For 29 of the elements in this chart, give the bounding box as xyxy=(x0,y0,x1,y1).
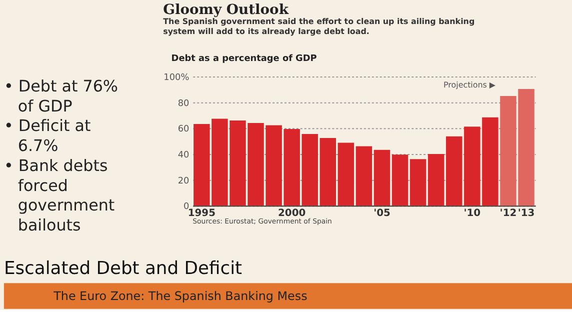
bar xyxy=(338,142,354,206)
y-tick-label: 20 xyxy=(178,176,190,186)
y-tick-label: 100% xyxy=(164,73,190,84)
y-tick-label: 0 xyxy=(183,202,190,212)
chart-title: Gloomy Outlook xyxy=(163,2,289,18)
x-tick-label: 1995 xyxy=(188,208,216,220)
text: • Debt at 76% of GDP xyxy=(4,76,118,116)
text: The Euro Zone: The Spanish Banking Mess xyxy=(52,288,308,303)
annotation: Projections ▶ xyxy=(444,80,496,90)
bar xyxy=(446,136,462,206)
bar xyxy=(428,154,444,206)
x-tick-label: '12 xyxy=(500,208,517,220)
x-tick-label: '10 xyxy=(464,208,481,220)
x-tick-label: '13 xyxy=(518,208,535,220)
chart-subtitle: The Spanish government said the effort to clean up its ailing banking system will add to its already large debt load. xyxy=(163,16,475,36)
y-tick-label: 60 xyxy=(178,124,190,135)
bar xyxy=(356,146,372,206)
bar xyxy=(374,150,390,206)
y-axis-title: Debt as a percentage of GDP xyxy=(171,54,318,64)
bar xyxy=(410,159,426,206)
text: Escalated Debt and Deficit xyxy=(4,258,242,280)
x-tick-label: '05 xyxy=(374,208,390,220)
text: • Bank debts forced government bailouts xyxy=(4,156,115,234)
bar xyxy=(392,154,408,206)
y-tick-label: 80 xyxy=(178,98,190,109)
y-tick-label: 40 xyxy=(178,150,190,160)
x-tick-label: 2000 xyxy=(278,208,306,220)
bar xyxy=(320,138,336,206)
text: • Deficit at 6.7% xyxy=(4,116,91,156)
